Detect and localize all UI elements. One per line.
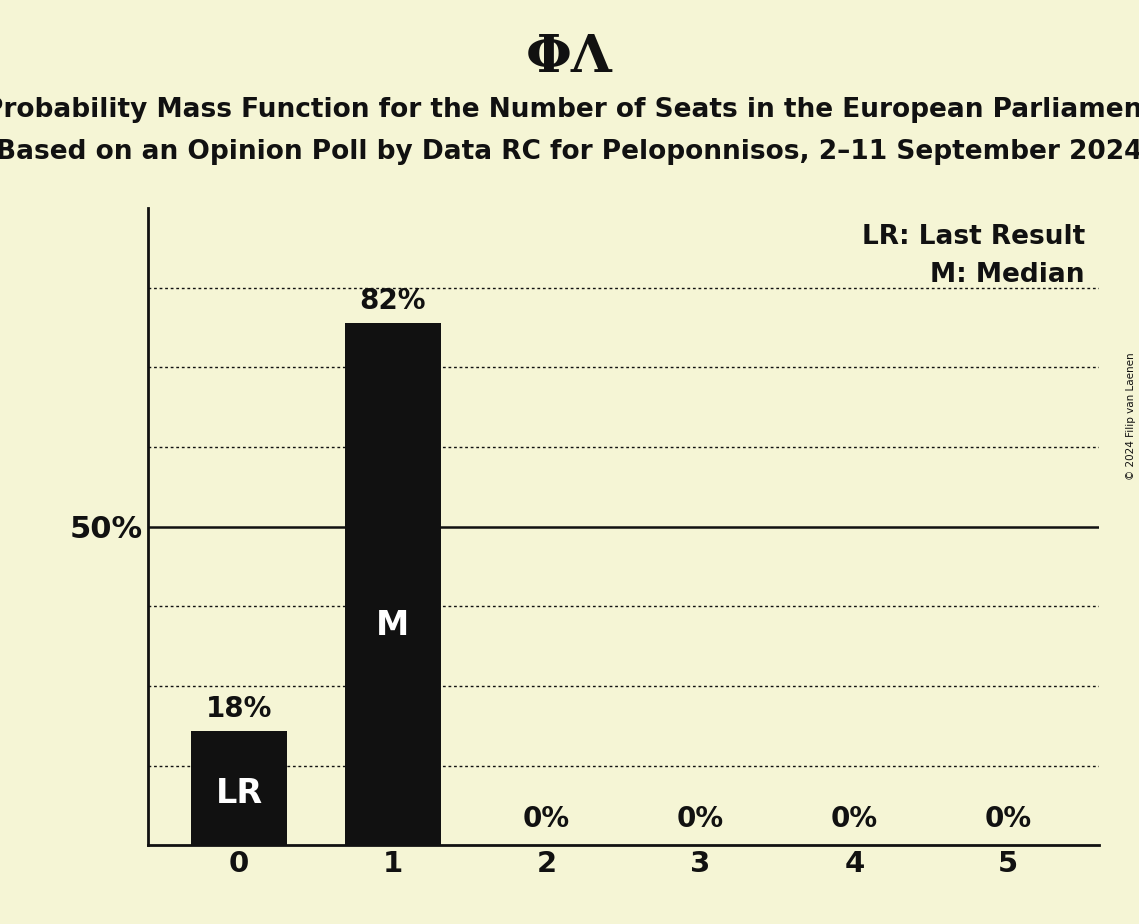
Text: 0%: 0% — [677, 805, 724, 833]
Bar — [191, 731, 287, 845]
Text: 18%: 18% — [206, 695, 272, 723]
Text: ΦΛ: ΦΛ — [526, 32, 613, 83]
Text: 82%: 82% — [360, 287, 426, 315]
Text: M: M — [376, 610, 409, 642]
Text: 0%: 0% — [830, 805, 878, 833]
Text: 0%: 0% — [523, 805, 571, 833]
Bar — [345, 322, 441, 845]
Text: 0%: 0% — [984, 805, 1032, 833]
Text: M: Median: M: Median — [931, 261, 1084, 288]
Text: Based on an Opinion Poll by Data RC for Peloponnisos, 2–11 September 2024: Based on an Opinion Poll by Data RC for … — [0, 139, 1139, 164]
Text: LR: LR — [215, 777, 263, 810]
Text: Probability Mass Function for the Number of Seats in the European Parliament: Probability Mass Function for the Number… — [0, 97, 1139, 123]
Text: © 2024 Filip van Laenen: © 2024 Filip van Laenen — [1126, 352, 1136, 480]
Text: LR: Last Result: LR: Last Result — [861, 224, 1084, 249]
